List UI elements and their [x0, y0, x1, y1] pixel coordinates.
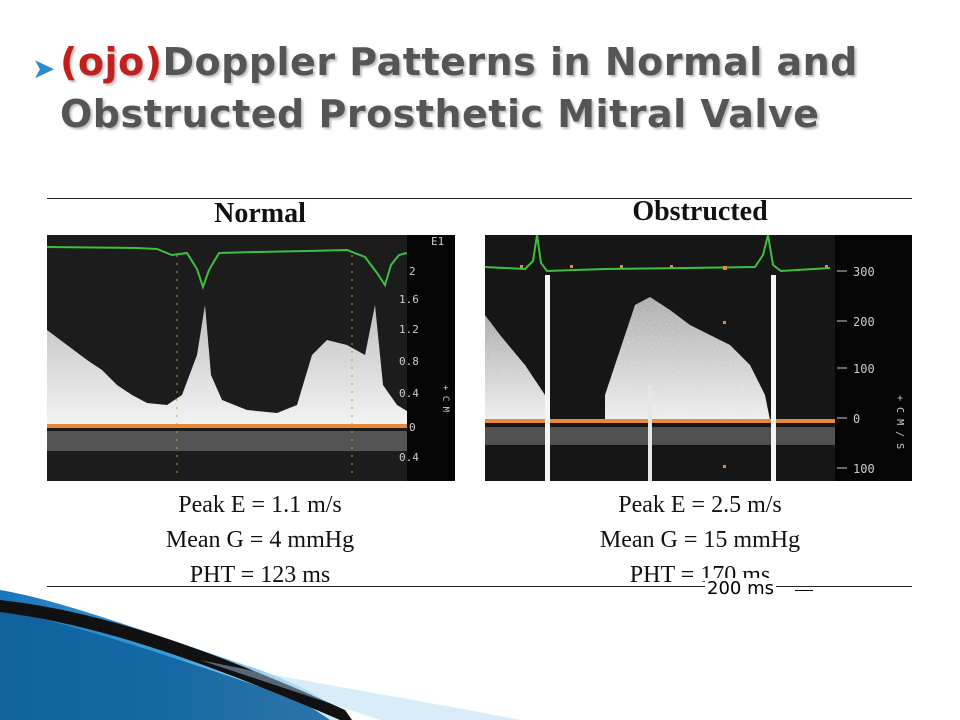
time-scale-label: 200 ms: [705, 578, 776, 599]
normal-stats: Peak E = 1.1 m/s Mean G = 4 mmHg PHT = 1…: [95, 488, 425, 593]
obstructed-mean-gradient: Mean G = 15 mmHg: [599, 527, 801, 553]
normal-pht: PHT = 123 ms: [189, 562, 331, 588]
normal-label: Normal: [214, 198, 306, 229]
obstructed-peak-e: Peak E = 2.5 m/s: [618, 492, 782, 518]
normal-tick-4: 0.4: [399, 387, 419, 400]
obstructed-tick-4: 100: [853, 462, 875, 476]
title-prefix: (ojo): [60, 40, 163, 84]
obstructed-tick-2: 100: [853, 362, 875, 376]
title-main: Doppler Patterns in Normal and Obstructe…: [60, 40, 858, 136]
obstructed-tick-0: 300: [853, 265, 875, 279]
normal-tick-3: 0.8: [399, 355, 419, 368]
normal-side-text: + C M: [440, 385, 450, 413]
obstructed-side-text: + C M / S: [894, 395, 905, 449]
obstructed-label: Obstructed: [632, 196, 768, 227]
normal-tick-1: 1.6: [399, 293, 419, 306]
normal-tick-2: 1.2: [399, 323, 419, 336]
normal-tick-0: 2: [409, 265, 416, 278]
slide-title: (ojo)Doppler Patterns in Normal and Obst…: [60, 36, 940, 140]
corner-swoosh-decoration: [0, 590, 520, 720]
bullet-arrow-icon: ➤: [32, 52, 56, 85]
normal-tick-5: 0: [409, 421, 416, 434]
normal-mean-gradient: Mean G = 4 mmHg: [165, 527, 355, 553]
time-scale-line: [795, 590, 813, 591]
normal-scale-top: E1: [431, 235, 444, 248]
normal-peak-e: Peak E = 1.1 m/s: [178, 492, 342, 518]
obstructed-doppler-image: 300 200 100 0 100 + C M / S: [485, 235, 912, 481]
table-bottom-rule: [47, 586, 912, 587]
table-top-rule: [47, 198, 912, 199]
obstructed-stats: Peak E = 2.5 m/s Mean G = 15 mmHg PHT = …: [535, 488, 865, 593]
normal-doppler-image: E1 2 1.6 1.2 0.8 0.4 0 0.4 + C M: [47, 235, 455, 481]
normal-tick-6: 0.4: [399, 451, 419, 464]
obstructed-tick-1: 200: [853, 315, 875, 329]
obstructed-pht: PHT = 170 ms: [629, 562, 771, 588]
obstructed-tick-3: 0: [853, 412, 860, 426]
